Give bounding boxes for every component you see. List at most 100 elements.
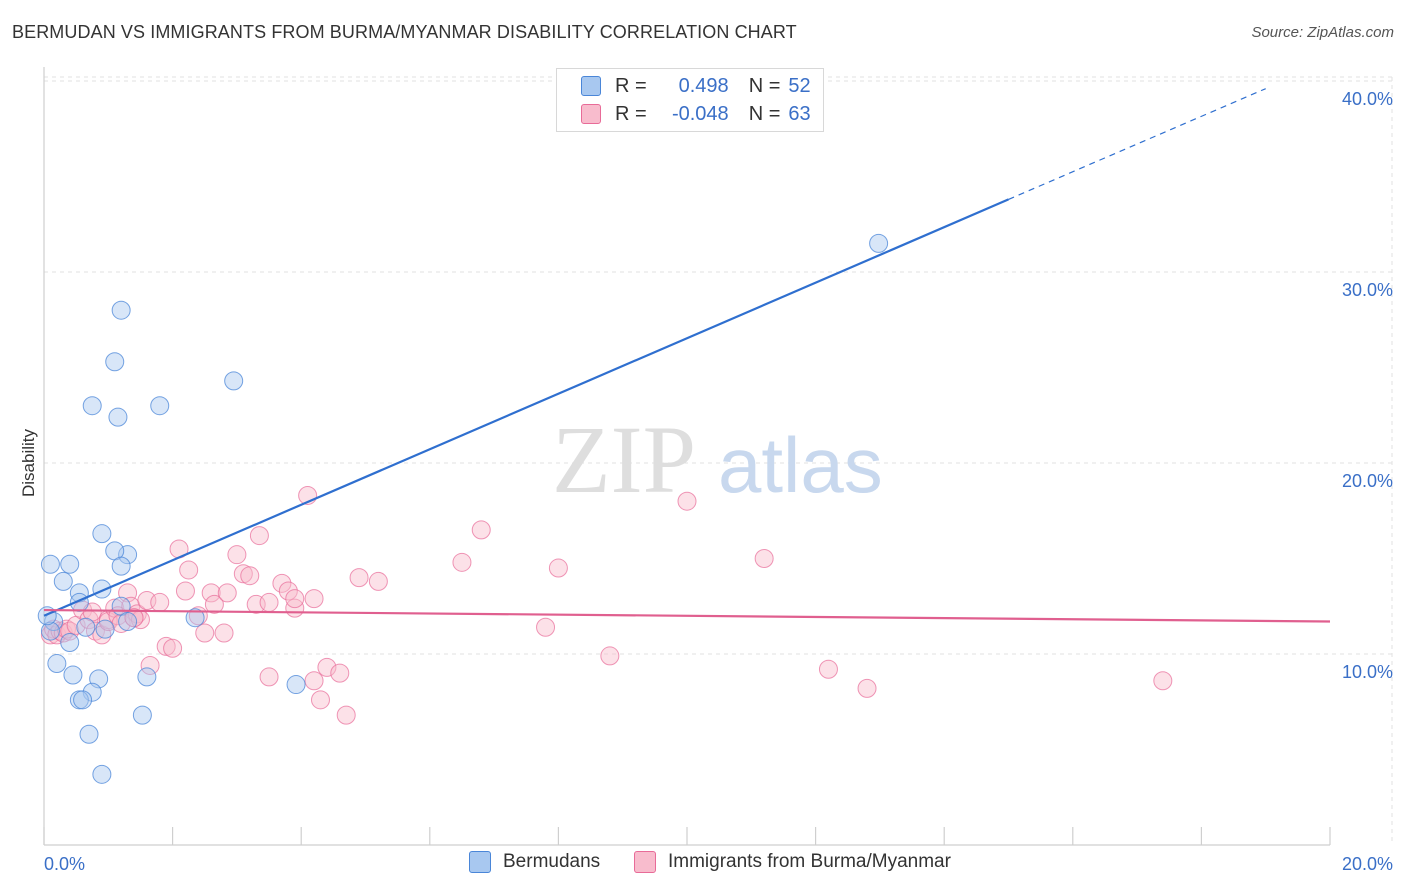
bermudans-point (73, 690, 93, 710)
immigrants-point (259, 592, 279, 612)
immigrants-point (330, 663, 350, 683)
immigrants-point (349, 568, 369, 588)
axes (43, 67, 1331, 846)
bermudans-point (95, 619, 115, 639)
bermudans-point (150, 396, 170, 416)
legend-r-label: R = (615, 102, 647, 125)
legend-item-immigrants[interactable]: Immigrants from Burma/Myanmar (634, 851, 951, 873)
y-tick-label: 10.0% (1342, 662, 1393, 682)
legend-swatch-immigrants (634, 851, 656, 873)
bermudans-point (118, 612, 138, 632)
source-credit: Source: ZipAtlas.com (1251, 24, 1394, 41)
immigrants-point (240, 566, 260, 586)
bermudans-point (60, 554, 80, 574)
bermudans-point (132, 705, 152, 725)
legend-r-label: R = (615, 74, 647, 97)
immigrants-point (204, 594, 224, 614)
immigrants-point (548, 558, 568, 578)
legend-label-immigrants: Immigrants from Burma/Myanmar (668, 851, 951, 872)
legend-row-bermudans: R = 0.498 N = 52 (581, 74, 811, 98)
bermudans-point (92, 764, 112, 784)
watermark-zip: ZIP (552, 406, 696, 513)
bermudans-point (53, 571, 73, 591)
bermudans-point (105, 352, 125, 372)
legend-swatch-bermudans (581, 76, 601, 96)
immigrants-point (227, 545, 247, 565)
tick-labels: 10.0% 20.0% 30.0% 40.0% 0.0% 20.0% (44, 89, 1393, 874)
legend-n-label: N = (748, 74, 781, 97)
immigrants-point (259, 667, 279, 687)
immigrants-point (857, 678, 877, 698)
immigrants-point (179, 560, 199, 580)
legend-label-bermudans: Bermudans (503, 851, 601, 872)
bermudans-point (118, 545, 138, 565)
immigrants-point (249, 526, 269, 546)
bermudans-point (47, 654, 67, 674)
immigrants-point (471, 520, 491, 540)
legend-item-bermudans[interactable]: Bermudans (469, 851, 600, 873)
bermudans-trend-line (43, 198, 1009, 617)
bermudans-point (79, 724, 99, 744)
legend-n-label: N = (748, 102, 781, 125)
y-tick-label: 40.0% (1342, 89, 1393, 109)
bermudans-point (40, 554, 60, 574)
watermark-atlas: atlas (718, 421, 883, 509)
stats-legend: R = 0.498 N = 52 R = -0.048 N = 63 (556, 68, 824, 132)
immigrants-point (156, 636, 176, 656)
immigrants-point (163, 638, 183, 658)
bermudans-trend-extension (1008, 88, 1266, 200)
bermudans-point (111, 300, 131, 320)
immigrants-point (140, 655, 160, 675)
immigrants-point (285, 589, 305, 609)
immigrants-point (150, 592, 170, 612)
bermudans-point (286, 675, 306, 695)
legend-r-value-immigrants: -0.048 (671, 102, 729, 125)
watermark: ZIP atlas (552, 406, 883, 513)
trend-lines (43, 88, 1331, 623)
bermudans-point (63, 665, 83, 685)
bermudans-point (185, 608, 205, 628)
bermudans-point (60, 633, 80, 653)
immigrants-point (754, 549, 774, 568)
series-legend: Bermudans Immigrants from Burma/Myanmar (0, 851, 1406, 877)
y-tick-label: 20.0% (1342, 471, 1393, 491)
immigrants-point (304, 671, 324, 691)
bermudans-point (69, 583, 89, 603)
immigrants-point (536, 617, 556, 637)
immigrants-point (336, 705, 356, 725)
immigrants-point (818, 659, 838, 679)
bermudans-point (92, 524, 112, 544)
legend-n-value-immigrants: 63 (788, 102, 811, 125)
immigrants-point (677, 491, 697, 511)
legend-n-value-bermudans: 52 (788, 74, 811, 97)
immigrants-point (304, 589, 324, 609)
x-tick-label-start: 0.0% (44, 854, 85, 874)
immigrants-point (1153, 671, 1173, 691)
immigrants-point (272, 573, 292, 593)
bermudans-point (40, 621, 60, 641)
immigrants-point (452, 552, 472, 572)
chart-title: BERMUDAN VS IMMIGRANTS FROM BURMA/MYANMA… (12, 22, 797, 42)
legend-swatch-bermudans (469, 851, 491, 873)
legend-row-immigrants: R = -0.048 N = 63 (581, 102, 811, 126)
bermudans-point (869, 233, 889, 253)
immigrants-point (317, 657, 337, 677)
bermudans-point (82, 396, 102, 416)
y-tick-label: 30.0% (1342, 280, 1393, 300)
y-axis-label: Disability (19, 428, 38, 497)
legend-r-value-bermudans: 0.498 (678, 74, 729, 97)
immigrants-point (233, 564, 253, 584)
immigrants-point (310, 690, 330, 710)
immigrants-point (214, 623, 234, 643)
immigrants-point (217, 583, 237, 603)
immigrants-trend-line (43, 608, 1331, 623)
grid-lines (44, 76, 1393, 845)
bermudans-point (111, 556, 131, 576)
immigrants-point (201, 583, 221, 603)
immigrants-point (600, 646, 620, 666)
series-bermudans-points (37, 233, 889, 784)
immigrants-point (175, 581, 195, 601)
bermudans-point (137, 667, 157, 687)
legend-swatch-immigrants (581, 104, 601, 124)
